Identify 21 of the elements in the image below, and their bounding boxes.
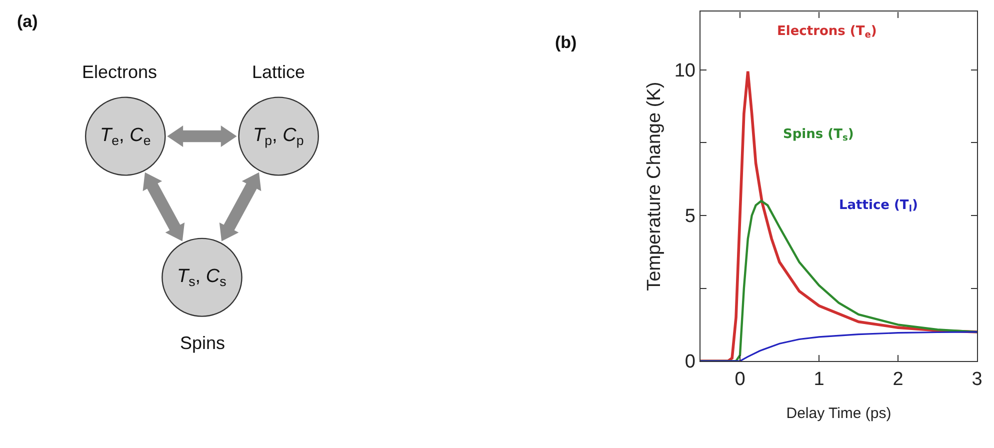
text: Lattice (T$_{l}$): [839, 198, 918, 215]
text: Electrons: [82, 62, 158, 82]
x-tick-label: 0: [734, 369, 746, 390]
y-tick-label: 0: [684, 352, 696, 373]
x-tick-label: 2: [892, 369, 904, 390]
x-axis-title: Delay Time (ps): [786, 405, 892, 422]
text: Lattice: [252, 62, 306, 82]
text: T$_{s}$, C$_{s}$: [177, 266, 227, 289]
text: (a): [17, 12, 38, 31]
text: Spins: [180, 333, 226, 353]
line-series: [700, 70, 978, 362]
text: Electrons (T$_{e}$): [777, 24, 877, 41]
x-tick-label: 3: [972, 369, 982, 390]
y-tick-label: 5: [684, 206, 696, 228]
text: (b): [555, 33, 577, 52]
y-axis-title: Temperature Change (K): [644, 82, 666, 291]
x-tick-label: 1: [814, 369, 824, 390]
line-series: [700, 200, 978, 362]
text: Spins (T$_{s}$): [783, 127, 854, 144]
y-tick-label: 10: [674, 60, 696, 82]
line-series: [700, 331, 978, 362]
